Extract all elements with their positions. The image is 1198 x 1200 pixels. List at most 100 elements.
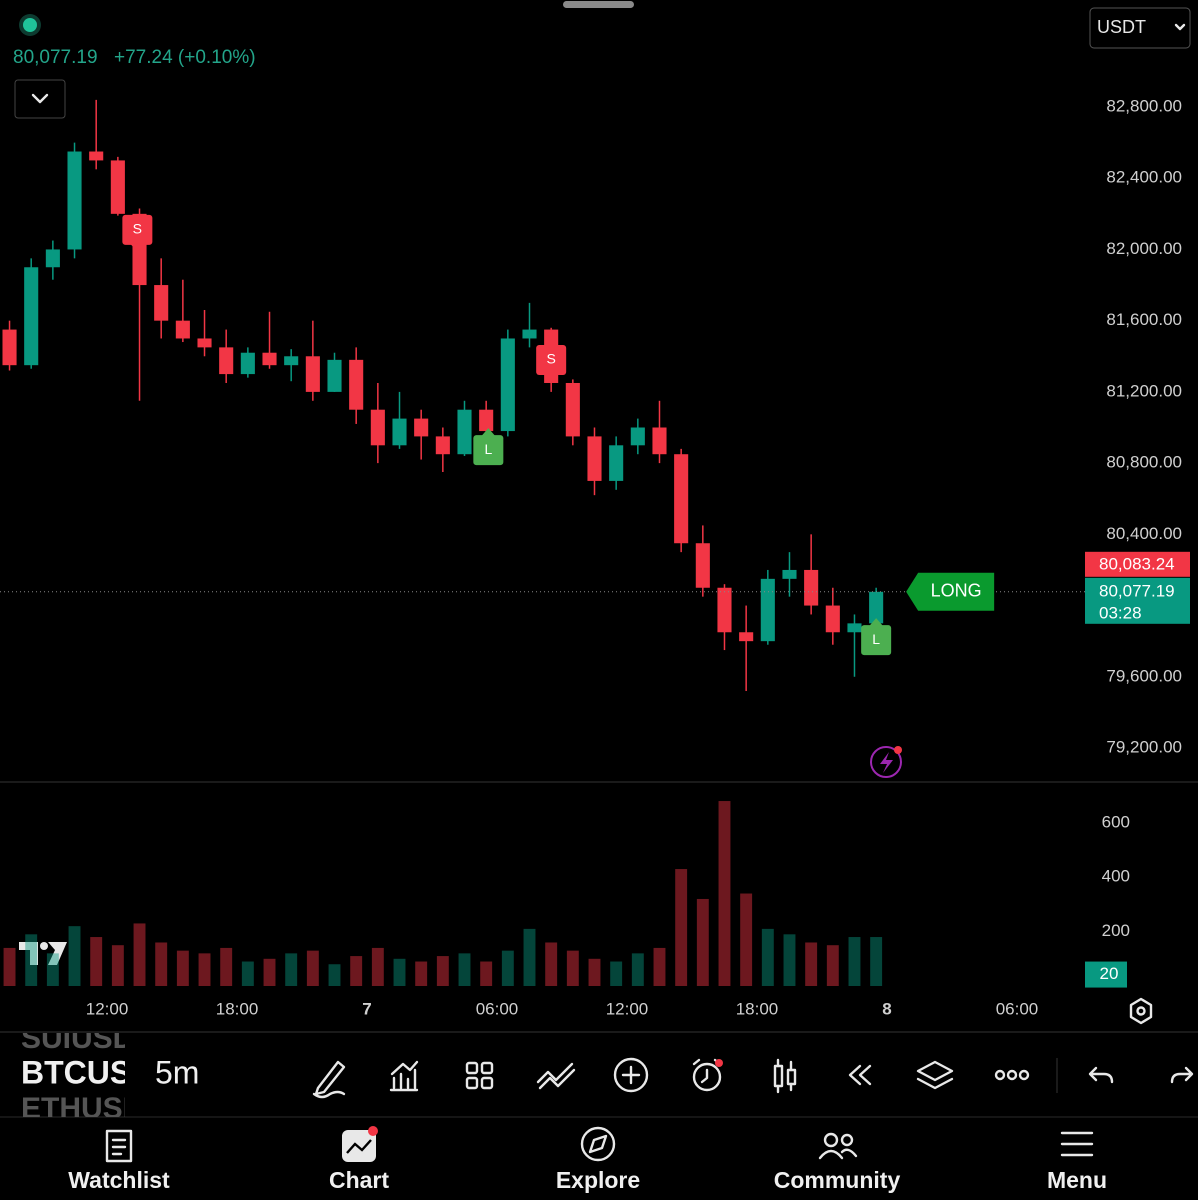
candle-body: [67, 151, 82, 250]
symbol-next[interactable]: ETHUSD: [21, 1092, 144, 1125]
volume-bar: [761, 928, 774, 986]
alert[interactable]: [692, 1058, 723, 1092]
volume-bar: [176, 950, 189, 986]
y-tick-label: 82,400.00: [1106, 168, 1182, 187]
volume-bar: [25, 934, 38, 986]
candle-body: [45, 249, 60, 268]
x-tick-label: 06:00: [996, 999, 1039, 1018]
candle-body: [89, 151, 104, 161]
candle-body: [457, 409, 472, 455]
nav-icons: [105, 1126, 1094, 1163]
volume-label-box: [1085, 961, 1127, 988]
indicators[interactable]: [389, 1060, 419, 1092]
draw-tool[interactable]: [312, 1060, 346, 1099]
volume-bar: [68, 926, 81, 986]
volume-bar: [436, 956, 449, 986]
add[interactable]: [613, 1057, 649, 1093]
price-label: 80,083.24: [1099, 554, 1175, 573]
x-tick-label: 18:00: [216, 999, 259, 1018]
volume-bar: [285, 953, 298, 986]
volume-bar: [848, 937, 861, 986]
signal-pointer: [869, 618, 884, 627]
volume-bar: [588, 958, 601, 986]
volume-bar: [783, 934, 796, 986]
volume-bar: [3, 947, 16, 986]
collapse-button[interactable]: [14, 79, 66, 119]
signal-box: [122, 214, 153, 245]
objects[interactable]: [916, 1060, 954, 1090]
signal-box: [536, 345, 567, 376]
chart-icon[interactable]: [342, 1126, 378, 1162]
candle-body: [609, 445, 624, 481]
volume-bar: [198, 953, 211, 986]
countdown: 03:28: [1099, 603, 1142, 622]
replay[interactable]: [848, 1064, 872, 1086]
nav-label[interactable]: Watchlist: [68, 1167, 170, 1193]
interval[interactable]: 5m: [155, 1054, 199, 1090]
signal-box: [473, 435, 504, 466]
volume-bar: [220, 947, 233, 986]
explore-icon[interactable]: [580, 1126, 616, 1162]
volume-bar: [133, 923, 146, 986]
y-tick-label: 82,800.00: [1106, 96, 1182, 115]
candle-body: [522, 329, 537, 339]
x-tick-label: 12:00: [86, 999, 129, 1018]
redo[interactable]: [1170, 1066, 1194, 1084]
volume-bar: [631, 953, 644, 986]
candle-body: [869, 591, 884, 624]
lightning-button[interactable]: [870, 746, 902, 778]
volume-bar: [328, 964, 341, 986]
candle-body: [392, 418, 407, 446]
volume-bar: [415, 961, 428, 986]
nav-label[interactable]: Community: [774, 1167, 901, 1193]
candle-body: [435, 436, 450, 455]
candle-body: [652, 427, 667, 455]
volume-bar: [350, 956, 363, 986]
candle-body: [847, 623, 862, 633]
signal-pointer: [130, 243, 145, 252]
candle-body: [197, 338, 212, 348]
candle-body: [804, 569, 819, 606]
tradingview-logo: [19, 942, 67, 965]
chart-type[interactable]: [773, 1058, 797, 1094]
candle-body: [154, 285, 169, 321]
candle-body: [630, 427, 645, 446]
currency-select[interactable]: USDT: [1089, 7, 1191, 49]
settings-button[interactable]: [1129, 997, 1153, 1025]
volume-bar: [241, 961, 254, 986]
nav-label[interactable]: Menu: [1047, 1167, 1107, 1193]
last-price: 80,077.19: [13, 47, 98, 68]
volume-bar: [306, 950, 319, 986]
nav-label[interactable]: Explore: [556, 1167, 640, 1193]
community-icon[interactable]: [818, 1132, 858, 1160]
x-tick-label: 12:00: [606, 999, 649, 1018]
candle-body: [349, 359, 364, 410]
layouts[interactable]: [465, 1061, 494, 1090]
candle-body: [587, 436, 602, 481]
volume-bar: [263, 958, 276, 986]
candle-body: [565, 382, 580, 437]
menu-icon[interactable]: [1060, 1131, 1094, 1157]
volume-bar: [545, 942, 558, 986]
compare[interactable]: [536, 1062, 576, 1090]
y-tick-label: 79,200.00: [1106, 737, 1182, 756]
volume-bar: [718, 801, 731, 986]
symbol-prev[interactable]: SUIUSD: [21, 1022, 134, 1055]
volume-bar: [740, 893, 753, 986]
nav-label[interactable]: Chart: [329, 1167, 389, 1193]
candle-body: [717, 587, 732, 633]
more[interactable]: [994, 1069, 1030, 1081]
watchlist-icon[interactable]: [105, 1129, 133, 1163]
y-tick-label: 81,200.00: [1106, 381, 1182, 400]
volume-bar: [371, 947, 384, 986]
candle-body: [327, 359, 342, 392]
volume-bar: [155, 942, 168, 986]
candle-body: [219, 347, 234, 375]
undo[interactable]: [1088, 1066, 1114, 1084]
currency: USDT: [1097, 17, 1146, 37]
candle-body: [739, 632, 754, 642]
symbol[interactable]: BTCUSD: [21, 1054, 154, 1090]
candle-body: [782, 569, 797, 579]
drag-handle[interactable]: [563, 1, 634, 8]
